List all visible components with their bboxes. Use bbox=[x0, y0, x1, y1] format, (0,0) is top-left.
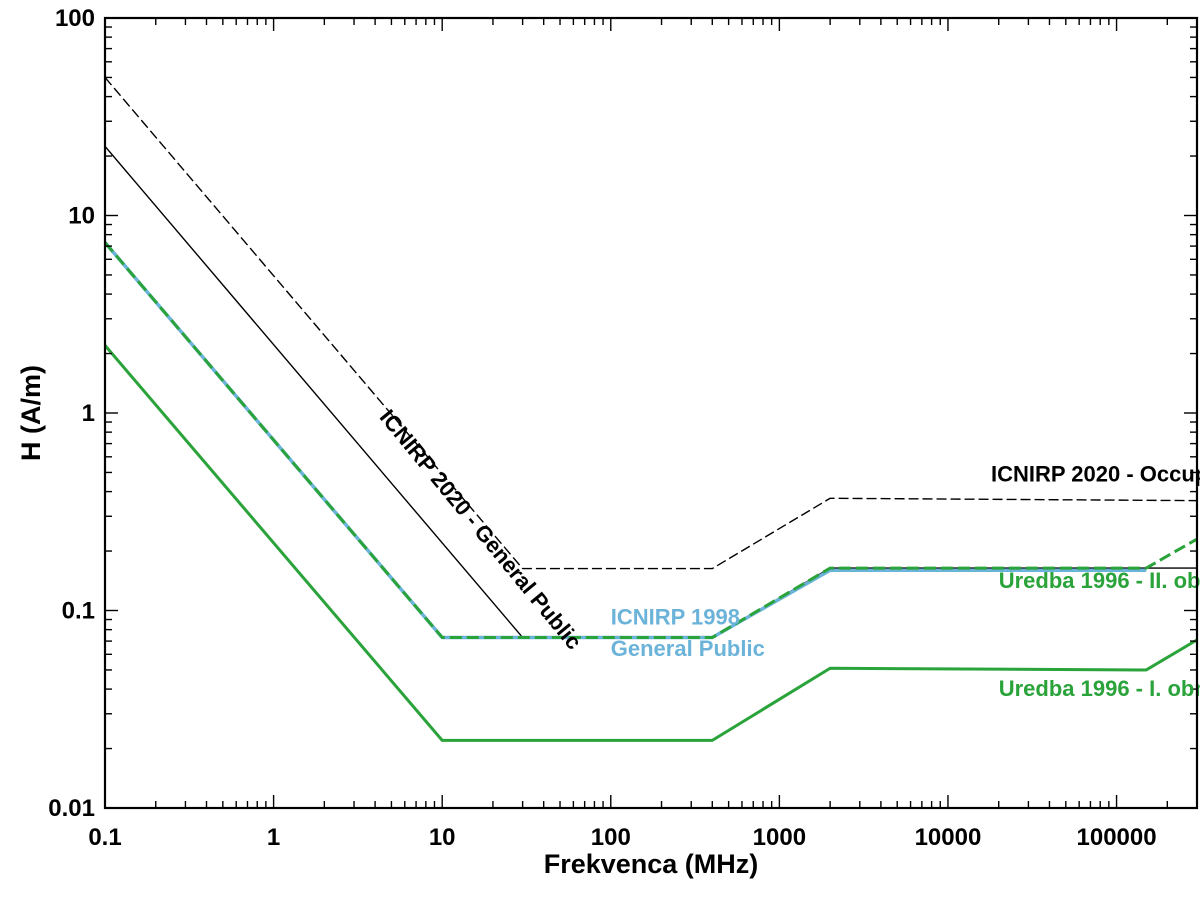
series-line-0 bbox=[104, 76, 1198, 570]
x-tick-label: 0.1 bbox=[88, 824, 121, 851]
x-tick-label: 1 bbox=[267, 824, 280, 851]
series-label-uredba2: Uredba 1996 - II. območje bbox=[999, 568, 1200, 593]
series-label-icnirp1998-line1: ICNIRP 1998 bbox=[611, 604, 740, 629]
y-tick-label: 1 bbox=[82, 400, 95, 427]
series-layer bbox=[103, 76, 1198, 742]
x-tick-label: 100 bbox=[591, 824, 631, 851]
series-label-occ: ICNIRP 2020 - Occupational bbox=[991, 461, 1200, 486]
y-tick-label: 100 bbox=[55, 5, 95, 32]
y-tick-label: 0.01 bbox=[48, 795, 95, 822]
y-axis-title: H (A/m) bbox=[16, 365, 46, 461]
x-tick-label: 10000 bbox=[915, 824, 982, 851]
series-line-3 bbox=[103, 241, 1198, 639]
y-tick-label: 10 bbox=[68, 203, 95, 230]
y-tick-label: 0.1 bbox=[62, 598, 95, 625]
x-axis-title: Frekvenca (MHz) bbox=[544, 849, 759, 879]
series-label-uredba1: Uredba 1996 - I. območje bbox=[999, 676, 1200, 701]
x-tick-label: 100000 bbox=[1077, 824, 1157, 851]
x-tick-label: 10 bbox=[429, 824, 456, 851]
series-label-icnirp1998-line2: General Public bbox=[611, 636, 765, 661]
x-tick-label: 1000 bbox=[753, 824, 806, 851]
series-line-4 bbox=[103, 344, 1198, 742]
plot-area-frame bbox=[103, 16, 1199, 810]
